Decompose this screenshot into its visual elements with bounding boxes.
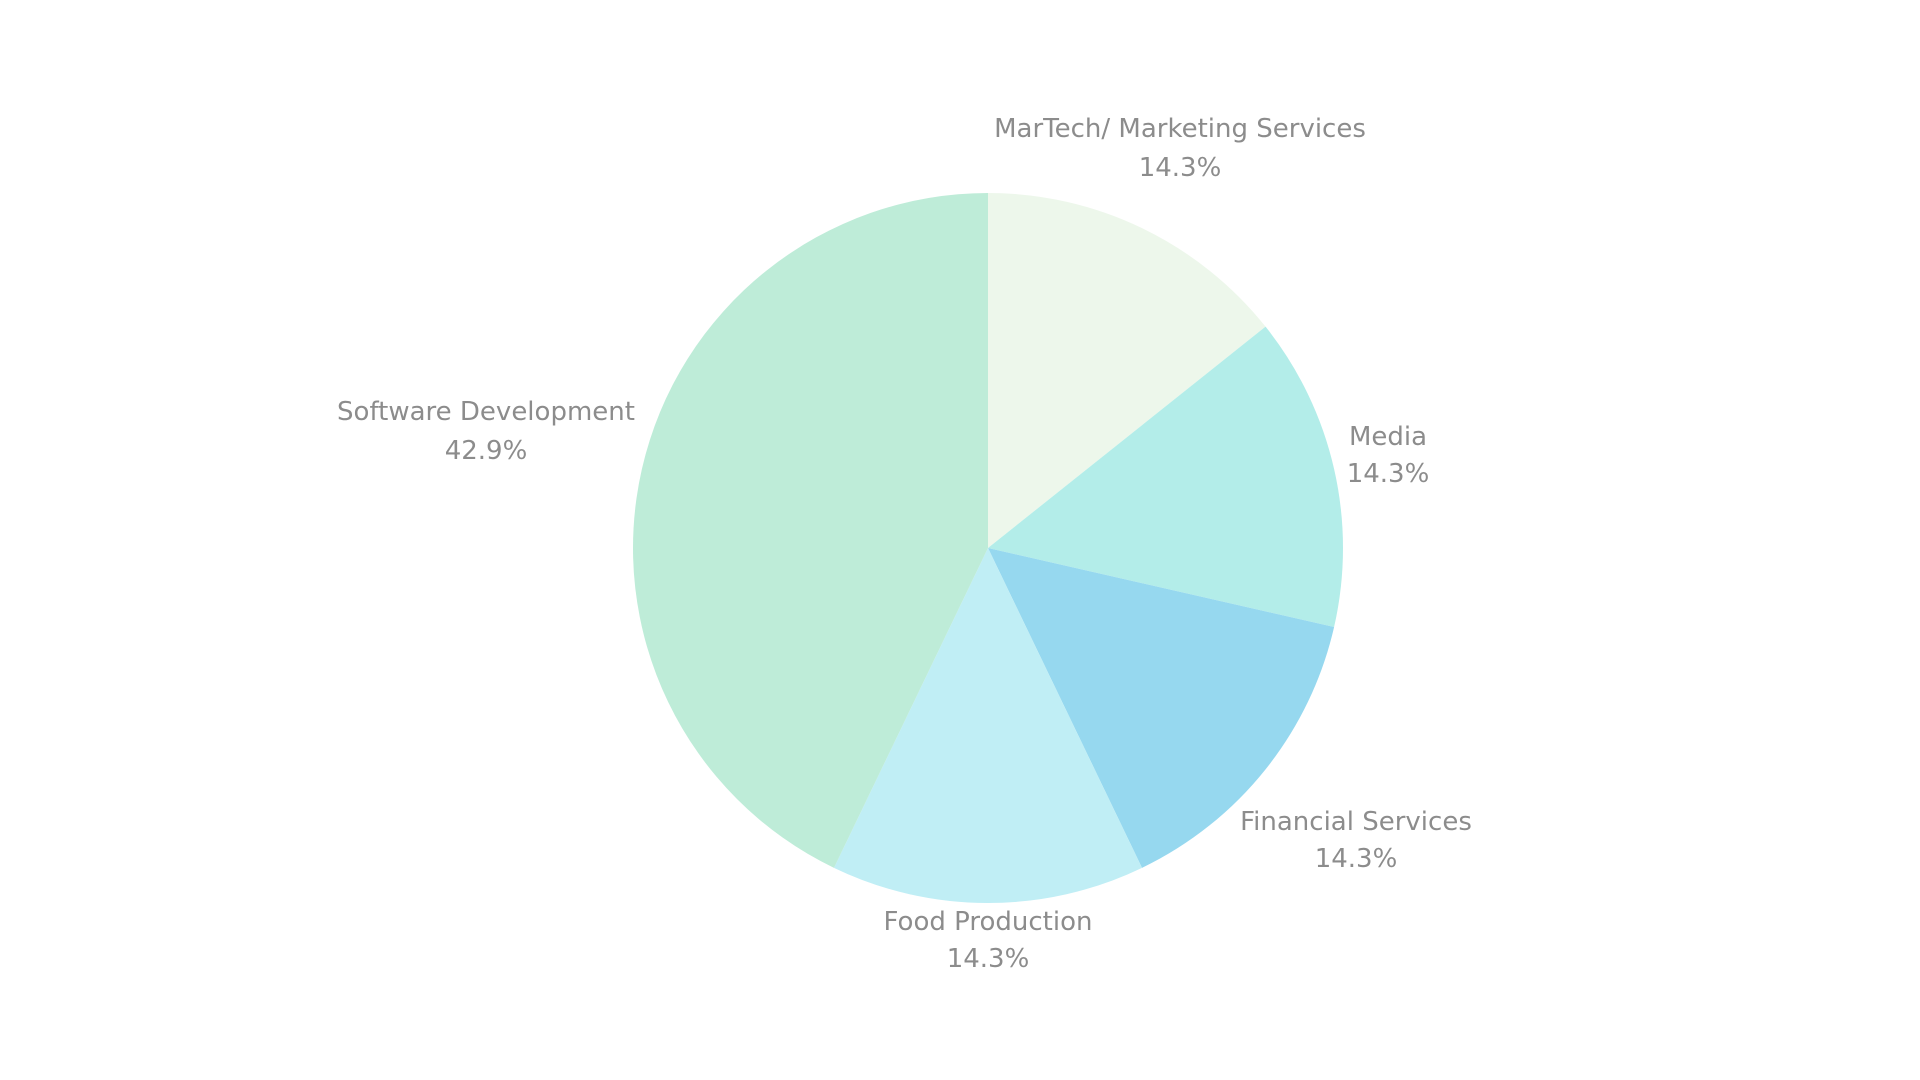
slice-percent-software-development: 42.9% (445, 436, 528, 466)
labels-layer: MarTech/ Marketing Services 14.3% Media … (337, 114, 1472, 974)
slice-media (988, 326, 1343, 627)
slice-martech-marketing-services (988, 193, 1266, 548)
slice-label-financial-services: Financial Services (1240, 807, 1472, 837)
slice-label-food-production: Food Production (884, 907, 1093, 937)
slice-percent-martech: 14.3% (1139, 153, 1222, 183)
slice-label-software-development: Software Development (337, 397, 635, 427)
slice-label-martech: MarTech/ Marketing Services (994, 114, 1366, 144)
slices-layer (633, 193, 1343, 903)
slice-label-media: Media (1349, 422, 1427, 452)
slice-percent-financial-services: 14.3% (1315, 844, 1398, 874)
slice-food-production (833, 548, 1143, 903)
slice-financial-services (988, 548, 1335, 868)
slice-software-development (633, 193, 988, 868)
slice-percent-food-production: 14.3% (947, 944, 1030, 974)
slice-percent-media: 14.3% (1347, 459, 1430, 489)
